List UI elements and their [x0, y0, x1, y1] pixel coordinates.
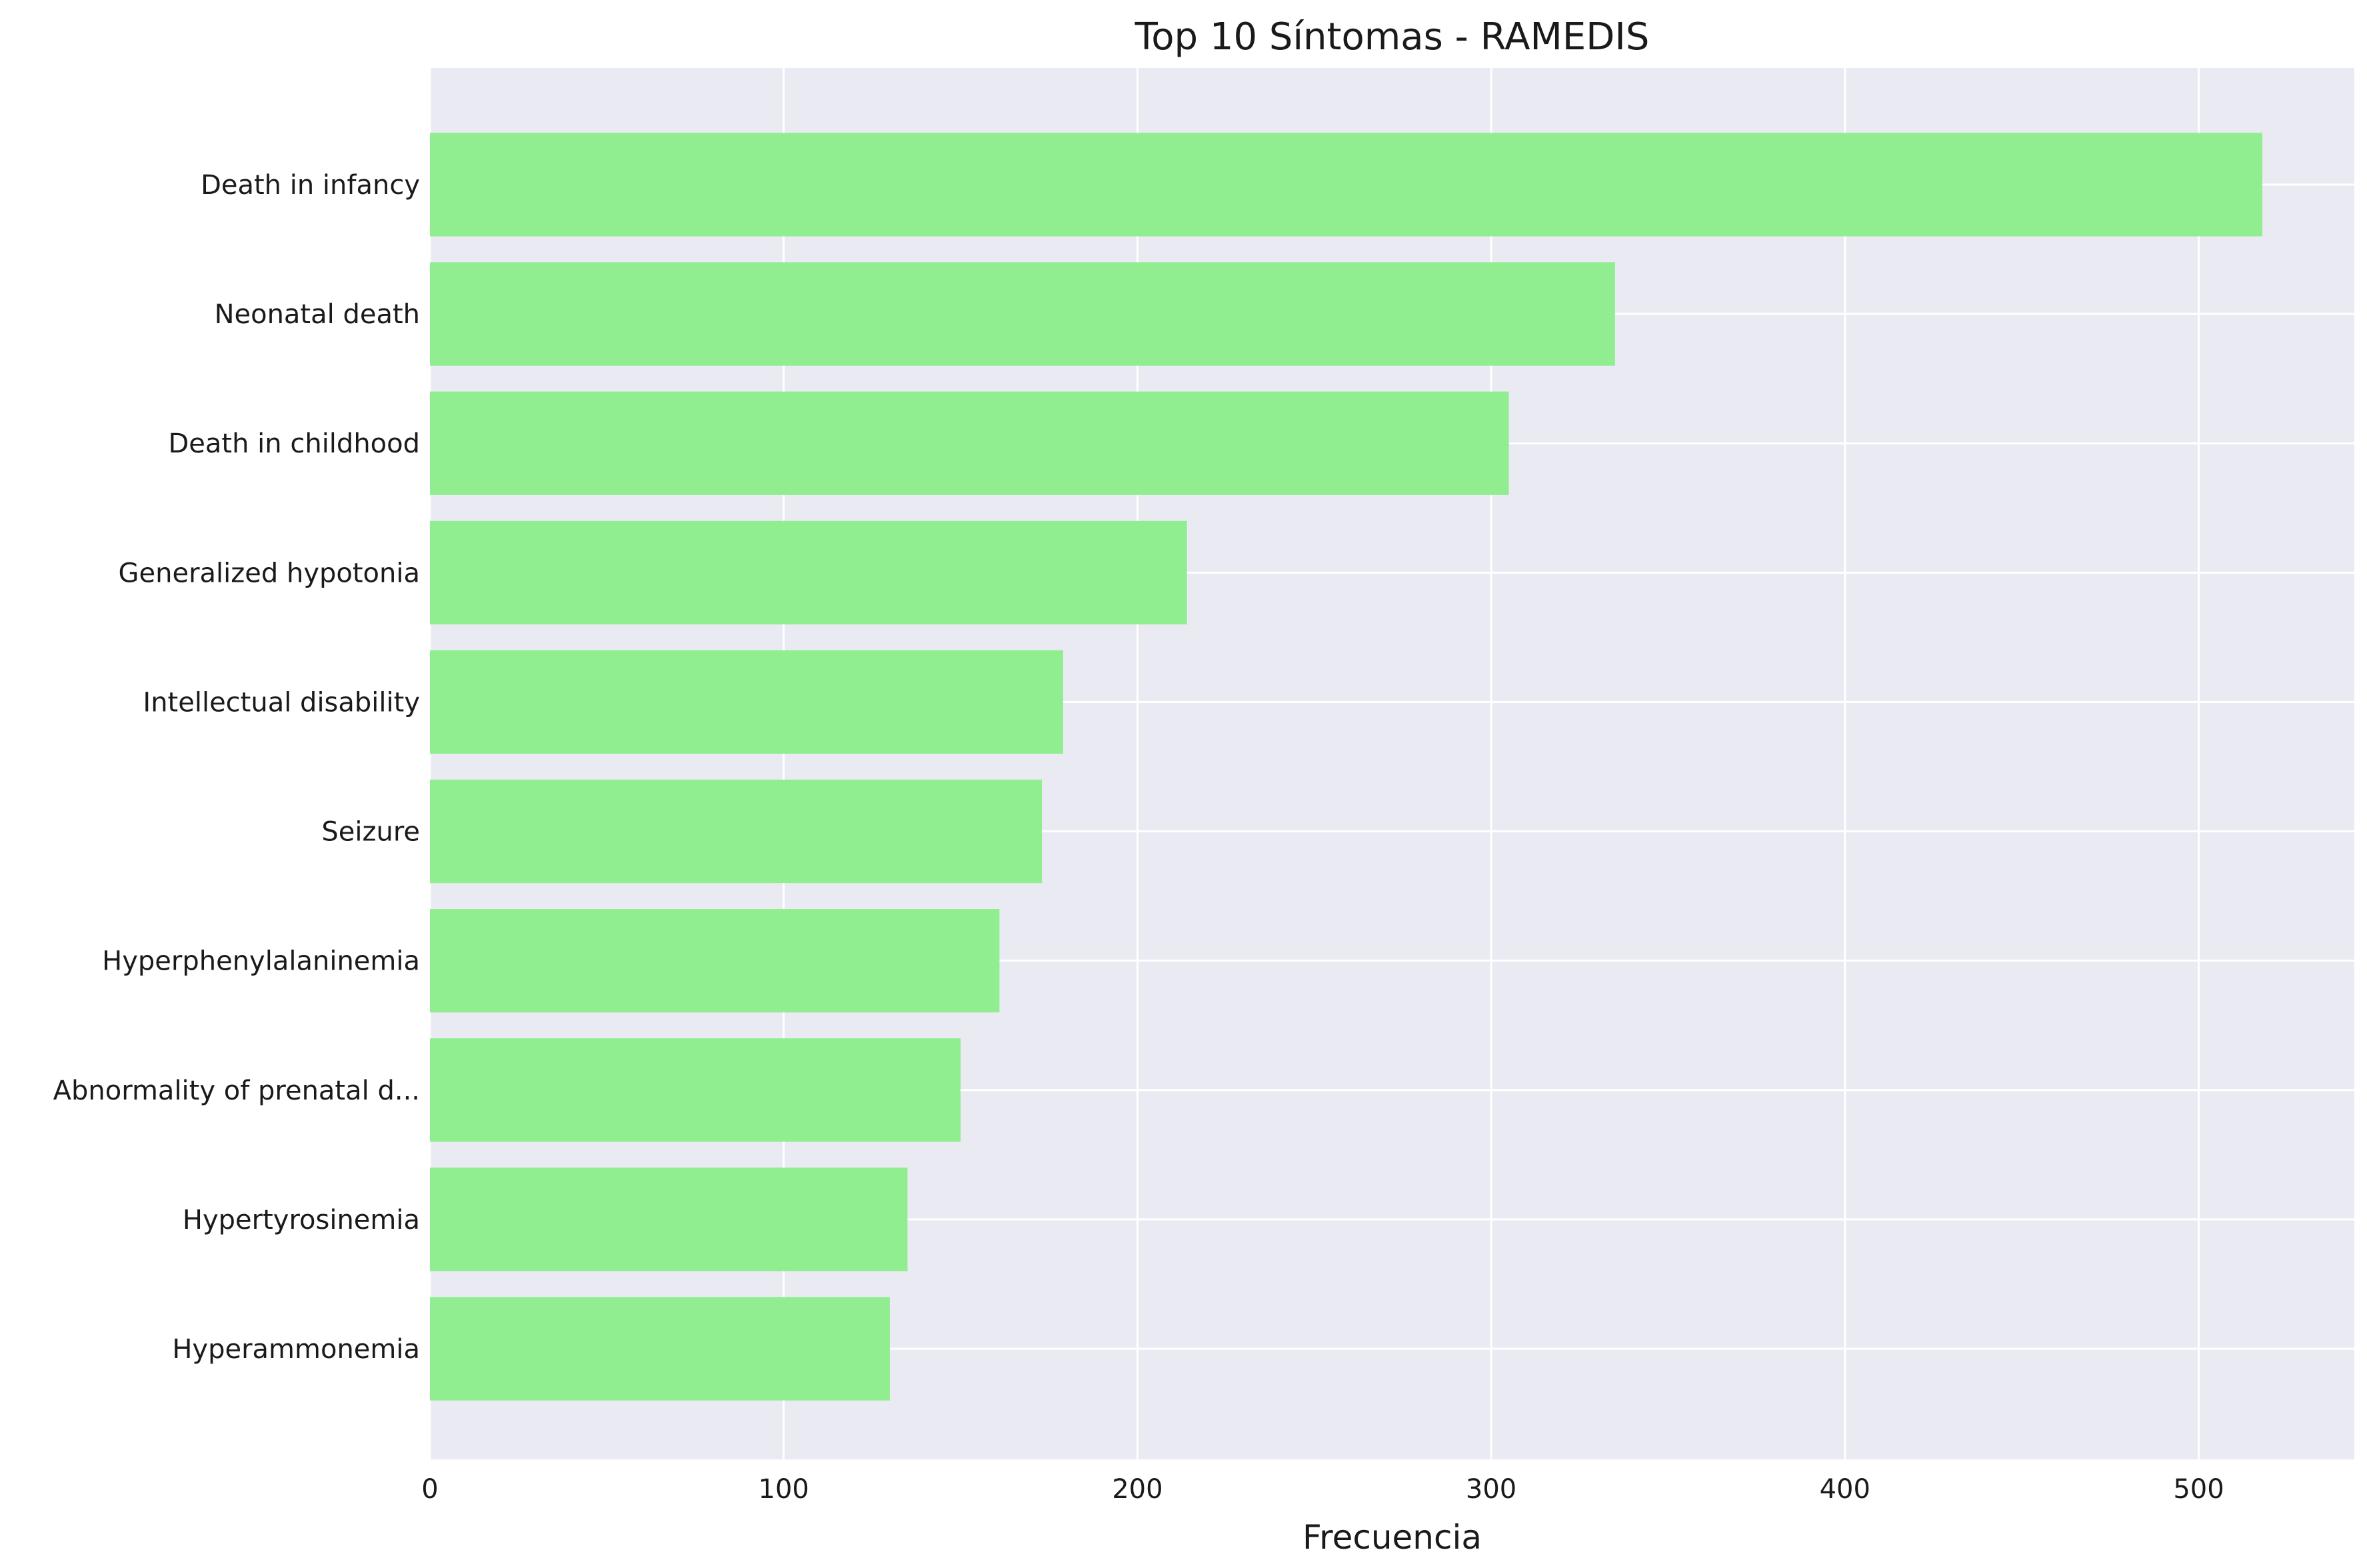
x-tick-label: 0	[421, 1474, 438, 1505]
bar-hyperammonemia	[430, 1297, 890, 1401]
y-tick-label: Neonatal death	[215, 299, 420, 330]
x-tick-label: 300	[1466, 1474, 1516, 1505]
chart-title: Top 10 Síntomas - RAMEDIS	[1135, 15, 1650, 59]
y-tick-label: Death in infancy	[201, 170, 420, 201]
y-tick-label: Hyperammonemia	[172, 1334, 420, 1365]
bar-seizure	[430, 779, 1043, 884]
x-axis-label: Frecuencia	[1302, 1518, 1482, 1557]
y-tick-label: Intellectual disability	[143, 687, 420, 718]
bar-generalized-hypotonia	[430, 520, 1187, 624]
x-tick-labels: 0 100 200 300 400 500	[421, 1474, 2224, 1505]
bar-abnormality-of-prenatal-d	[430, 1038, 961, 1142]
y-tick-labels: Death in infancy Neonatal death Death in c…	[53, 170, 420, 1365]
x-tick-label: 500	[2173, 1474, 2224, 1505]
x-tick-label: 100	[759, 1474, 809, 1505]
x-tick-label: 200	[1112, 1474, 1163, 1505]
bar-intellectual-disability	[430, 650, 1063, 754]
y-tick-label: Hyperphenylalaninemia	[102, 946, 420, 977]
bar-hypertyrosinemia	[430, 1168, 908, 1271]
bars	[430, 133, 2263, 1401]
bar-neonatal-death	[430, 262, 1615, 366]
y-tick-label: Hypertyrosinemia	[183, 1205, 420, 1235]
y-tick-label: Abnormality of prenatal d...	[53, 1076, 420, 1106]
y-tick-label: Seizure	[321, 817, 420, 848]
y-tick-label: Generalized hypotonia	[119, 558, 420, 588]
bar-death-in-infancy	[430, 133, 2263, 237]
y-tick-label: Death in childhood	[169, 428, 421, 459]
bar-hyperphenylalaninemia	[430, 909, 1000, 1013]
x-tick-label: 400	[1820, 1474, 1870, 1505]
bar-death-in-childhood	[430, 391, 1509, 495]
